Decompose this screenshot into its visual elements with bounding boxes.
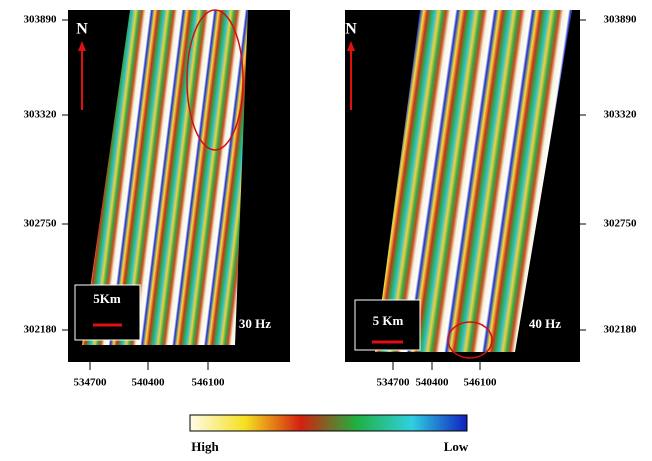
y-tick-label: 303890 xyxy=(604,14,638,26)
x-tick-label: 540400 xyxy=(416,377,450,389)
x-tick-label: 546100 xyxy=(192,377,226,389)
colorbar xyxy=(190,415,467,431)
colorbar-high: High xyxy=(191,439,219,454)
y-tick-label: 303320 xyxy=(24,109,58,121)
frequency-label: 40 Hz xyxy=(529,316,561,331)
north-label: N xyxy=(345,21,357,38)
north-label: N xyxy=(76,21,88,38)
x-tick-label: 534700 xyxy=(74,377,108,389)
y-tick-label: 302180 xyxy=(604,324,638,336)
y-tick-label: 302750 xyxy=(24,218,58,230)
x-tick-label: 546100 xyxy=(464,377,498,389)
y-tick-label: 303320 xyxy=(604,109,638,121)
y-tick-label: 303890 xyxy=(24,14,58,26)
x-tick-label: 534700 xyxy=(377,377,411,389)
figure: High Low N 5Km 30 Hz 303890 303320 302750 3021… xyxy=(0,0,652,461)
y-tick-label: 302750 xyxy=(604,218,638,230)
x-tick-label: 540400 xyxy=(132,377,166,389)
frequency-label: 30 Hz xyxy=(239,316,271,331)
y-tick-label: 302180 xyxy=(24,324,58,336)
scale-label: 5Km xyxy=(93,291,121,306)
colorbar-low: Low xyxy=(444,439,469,454)
scale-label: 5 Km xyxy=(373,313,404,328)
